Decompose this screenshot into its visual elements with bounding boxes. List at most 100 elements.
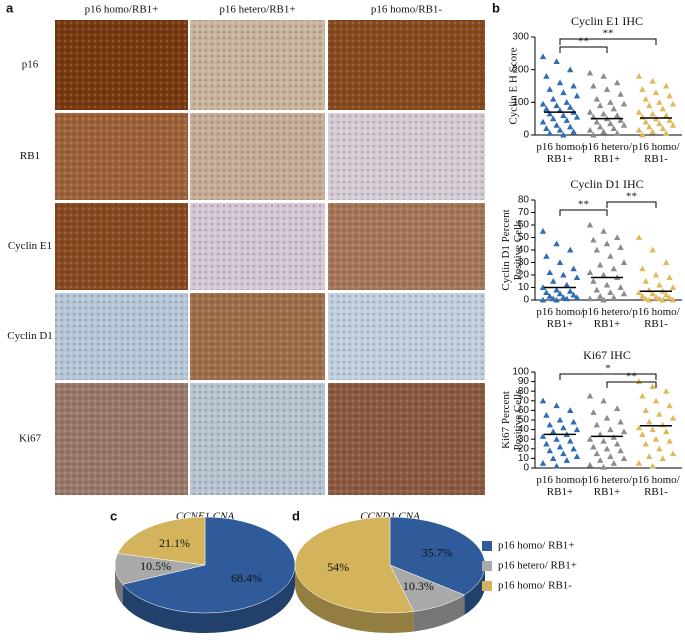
y-tick-label: 300 bbox=[512, 32, 529, 43]
data-point bbox=[649, 426, 656, 433]
row-label: Cyclin E1 bbox=[8, 240, 52, 252]
data-point bbox=[539, 118, 547, 125]
data-point bbox=[620, 428, 628, 435]
ihc-texture bbox=[55, 383, 188, 495]
ihc-texture bbox=[55, 293, 188, 380]
column-header: p16 homo/RB1- bbox=[371, 4, 443, 16]
ihc-texture bbox=[190, 113, 325, 200]
data-point bbox=[553, 122, 560, 128]
data-point bbox=[659, 105, 666, 112]
pie-slice bbox=[122, 516, 296, 614]
row-label: Cyclin D1 bbox=[7, 330, 53, 342]
y-tick-label: 50 bbox=[518, 415, 530, 426]
data-point bbox=[546, 130, 553, 136]
ihc-texture bbox=[328, 20, 485, 110]
data-point bbox=[560, 450, 567, 457]
data-point bbox=[617, 244, 624, 251]
data-point bbox=[663, 428, 670, 435]
data-point bbox=[652, 271, 660, 278]
data-point bbox=[607, 426, 614, 433]
data-point bbox=[597, 293, 604, 299]
data-point bbox=[567, 407, 574, 413]
data-point bbox=[543, 289, 550, 296]
y-tick-label: 80 bbox=[518, 386, 530, 397]
data-point bbox=[543, 253, 550, 259]
data-point bbox=[567, 437, 574, 444]
data-point bbox=[570, 291, 577, 298]
data-point bbox=[553, 436, 560, 442]
data-point bbox=[614, 79, 621, 86]
legend-label: p16 hetero/ RB1+ bbox=[498, 560, 577, 572]
y-tick-label: 90 bbox=[518, 376, 530, 387]
data-point bbox=[573, 426, 581, 433]
data-point bbox=[656, 295, 663, 302]
y-tick-label: 60 bbox=[518, 405, 530, 416]
data-point bbox=[649, 462, 656, 469]
data-point bbox=[556, 126, 564, 133]
ihc-texture bbox=[190, 383, 325, 495]
y-tick-label: 30 bbox=[518, 434, 530, 445]
data-point bbox=[539, 433, 547, 439]
data-point bbox=[590, 443, 597, 450]
significance-bracket bbox=[559, 46, 608, 53]
data-point bbox=[567, 66, 574, 73]
data-point bbox=[620, 290, 628, 297]
data-point bbox=[593, 95, 600, 102]
data-point bbox=[563, 117, 570, 123]
data-point bbox=[553, 240, 560, 247]
data-point bbox=[560, 89, 567, 96]
data-point bbox=[556, 416, 564, 423]
data-point bbox=[560, 424, 567, 431]
data-point bbox=[669, 284, 677, 291]
data-point bbox=[659, 296, 666, 303]
significance-bracket bbox=[559, 373, 657, 380]
chart-title: Ki67 IHC bbox=[583, 348, 631, 362]
data-point bbox=[593, 246, 600, 253]
data-point bbox=[573, 274, 581, 281]
data-point bbox=[573, 92, 581, 99]
x-tick-label: p16 homo/RB1- bbox=[632, 306, 680, 330]
data-point bbox=[603, 445, 611, 452]
pie-value-label: 35.7% bbox=[422, 545, 453, 559]
data-point bbox=[666, 402, 673, 409]
y-tick-label: 40 bbox=[518, 424, 530, 435]
significance-label: ** bbox=[626, 191, 637, 203]
data-point bbox=[635, 460, 643, 466]
data-point bbox=[669, 100, 677, 107]
data-point bbox=[656, 120, 663, 127]
pie-value-label: 10.3% bbox=[403, 579, 434, 593]
column-header: p16 homo/RB1+ bbox=[85, 4, 159, 16]
y-axis-label: Ki67 PercentPositive Cells bbox=[500, 390, 524, 451]
data-point bbox=[642, 407, 649, 413]
data-point bbox=[635, 378, 643, 385]
data-point bbox=[600, 271, 607, 278]
data-point bbox=[600, 296, 607, 303]
data-point bbox=[597, 261, 604, 268]
data-point bbox=[607, 120, 614, 127]
data-point bbox=[610, 294, 617, 301]
y-tick-label: 0 bbox=[523, 130, 529, 141]
significance-label: ** bbox=[626, 371, 637, 383]
data-point bbox=[649, 290, 656, 297]
x-tick-label: p16 hetero/RB1+ bbox=[582, 306, 633, 330]
data-point bbox=[593, 421, 600, 428]
data-point bbox=[586, 295, 594, 302]
data-point bbox=[593, 286, 600, 293]
data-point bbox=[617, 90, 624, 97]
pie-side bbox=[122, 565, 295, 634]
data-point bbox=[659, 455, 666, 461]
data-point bbox=[539, 397, 547, 404]
data-point bbox=[560, 294, 567, 301]
data-point bbox=[649, 128, 656, 135]
data-point bbox=[567, 288, 574, 294]
data-point bbox=[593, 118, 600, 125]
data-point bbox=[570, 128, 577, 135]
data-point bbox=[610, 105, 617, 112]
significance-label: ** bbox=[603, 28, 614, 40]
pie-value-label: 21.1% bbox=[159, 536, 190, 550]
chart-title: Cyclin D1 IHC bbox=[570, 177, 643, 191]
data-point bbox=[543, 412, 550, 418]
data-point bbox=[617, 284, 624, 291]
data-point bbox=[553, 102, 560, 109]
legend-label: p16 homo/ RB1- bbox=[498, 580, 572, 592]
